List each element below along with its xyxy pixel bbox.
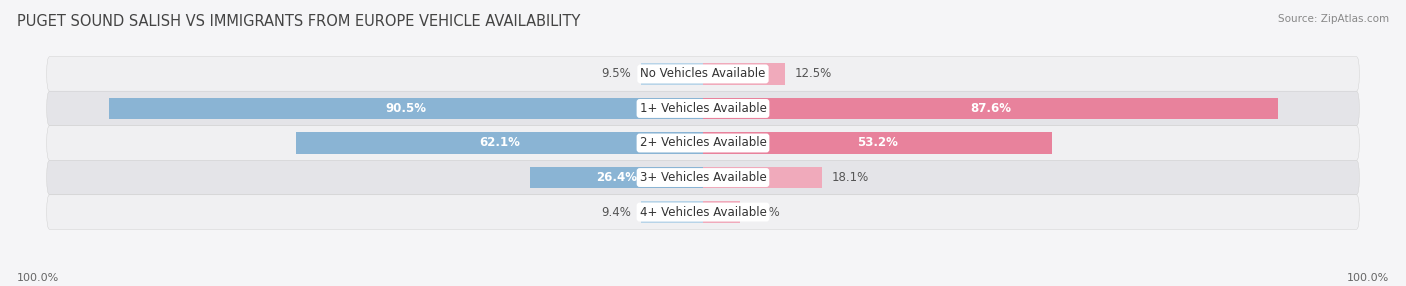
Text: 90.5%: 90.5%	[385, 102, 426, 115]
Text: 9.4%: 9.4%	[602, 206, 631, 219]
Bar	[703, 98, 1278, 119]
Text: 26.4%: 26.4%	[596, 171, 637, 184]
Bar	[703, 132, 1052, 154]
Bar	[641, 201, 703, 223]
Text: 100.0%: 100.0%	[1347, 273, 1389, 283]
Text: 5.7%: 5.7%	[751, 206, 780, 219]
Text: Source: ZipAtlas.com: Source: ZipAtlas.com	[1278, 14, 1389, 24]
Text: 1+ Vehicles Available: 1+ Vehicles Available	[640, 102, 766, 115]
Bar	[295, 132, 703, 154]
FancyBboxPatch shape	[46, 57, 1360, 91]
Text: 87.6%: 87.6%	[970, 102, 1011, 115]
Text: No Vehicles Available: No Vehicles Available	[640, 67, 766, 80]
Text: PUGET SOUND SALISH VS IMMIGRANTS FROM EUROPE VEHICLE AVAILABILITY: PUGET SOUND SALISH VS IMMIGRANTS FROM EU…	[17, 14, 581, 29]
Text: 18.1%: 18.1%	[831, 171, 869, 184]
Bar	[641, 63, 703, 85]
Bar	[703, 167, 821, 188]
FancyBboxPatch shape	[46, 126, 1360, 160]
FancyBboxPatch shape	[46, 195, 1360, 229]
FancyBboxPatch shape	[46, 160, 1360, 195]
Text: 9.5%: 9.5%	[602, 67, 631, 80]
Text: 2+ Vehicles Available: 2+ Vehicles Available	[640, 136, 766, 150]
Text: 100.0%: 100.0%	[17, 273, 59, 283]
FancyBboxPatch shape	[46, 91, 1360, 126]
Text: 62.1%: 62.1%	[479, 136, 520, 150]
Bar	[110, 98, 703, 119]
Bar	[530, 167, 703, 188]
Bar	[703, 63, 785, 85]
Bar	[703, 201, 741, 223]
Text: 4+ Vehicles Available: 4+ Vehicles Available	[640, 206, 766, 219]
Text: 12.5%: 12.5%	[794, 67, 832, 80]
Text: 53.2%: 53.2%	[858, 136, 898, 150]
Text: 3+ Vehicles Available: 3+ Vehicles Available	[640, 171, 766, 184]
